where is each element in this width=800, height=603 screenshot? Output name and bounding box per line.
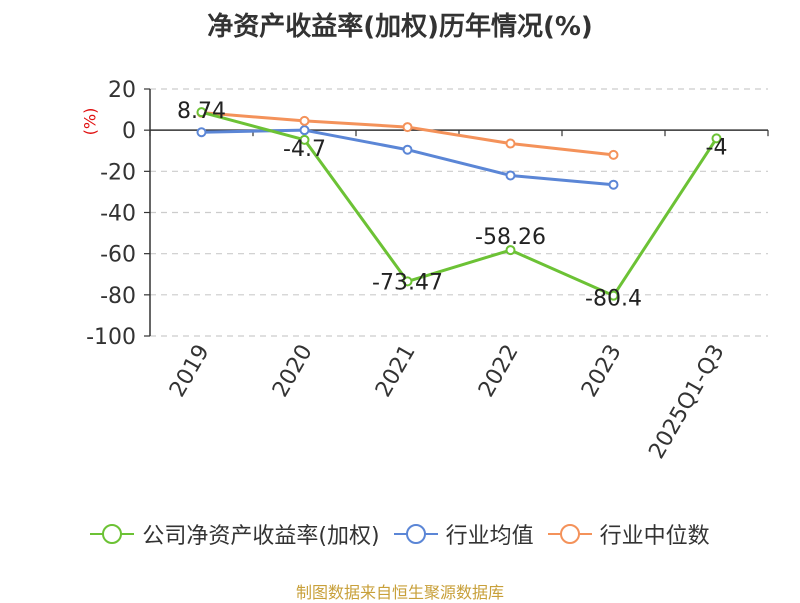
legend-marker-icon <box>547 522 592 546</box>
data-point <box>299 134 310 145</box>
data-point <box>505 170 516 181</box>
legend-label: 行业均值 <box>445 524 534 549</box>
data-point <box>299 125 310 136</box>
x-tick-label: 2020 <box>268 341 318 402</box>
legend-marker-icon <box>90 522 135 546</box>
legend-dot <box>102 524 123 544</box>
legend-marker-icon <box>393 522 438 546</box>
data-point <box>608 149 619 160</box>
chart-title: 净资产收益率(加权)历年情况(%) <box>207 12 593 42</box>
data-label: 8.74 <box>177 99 226 124</box>
x-tick-label: 2025Q1-Q3 <box>644 341 729 464</box>
legend: 公司净资产收益率(加权) 行业均值 行业中位数 <box>0 518 800 550</box>
x-tick-label: 2022 <box>474 341 524 402</box>
data-point <box>608 290 619 301</box>
legend-dot <box>559 524 580 544</box>
x-tick-label: 2021 <box>371 341 421 402</box>
data-point <box>402 144 413 155</box>
data-point <box>608 179 619 190</box>
data-label: -4.7 <box>283 137 326 162</box>
legend-dot <box>405 524 426 544</box>
legend-label: 公司净资产收益率(加权) <box>142 524 380 549</box>
data-label: -4 <box>706 135 728 160</box>
data-point <box>196 107 207 118</box>
legend-item-company[interactable]: 公司净资产收益率(加权) <box>90 518 380 550</box>
y-tick-label: 20 <box>108 78 136 103</box>
data-source-note: 制图数据来自恒生聚源数据库 <box>295 583 504 602</box>
y-tick-label: -20 <box>100 160 136 185</box>
series-layer <box>196 107 722 301</box>
y-tick-label: -100 <box>86 325 136 350</box>
data-point <box>299 115 310 126</box>
series-line <box>201 110 718 298</box>
data-point <box>196 127 207 138</box>
y-tick-label: -80 <box>100 284 136 309</box>
data-label: -73.47 <box>372 270 443 295</box>
x-tick-label: 2023 <box>577 341 627 402</box>
grid-layer <box>150 88 768 337</box>
data-point <box>505 138 516 149</box>
y-tick-label: -60 <box>100 243 136 268</box>
y-tick-label: -40 <box>100 202 136 227</box>
label-layer: 8.74 -4.7 -73.47 -58.26 -80.4 -4 <box>177 99 727 311</box>
data-label: -80.4 <box>585 287 642 312</box>
series-line <box>201 128 614 187</box>
legend-item-industry-mean[interactable]: 行业均值 <box>393 518 534 550</box>
data-point <box>402 276 413 287</box>
x-tick-label: 2019 <box>165 341 215 402</box>
legend-item-industry-median[interactable]: 行业中位数 <box>547 518 710 550</box>
data-point <box>505 245 516 256</box>
data-point <box>711 133 722 144</box>
legend-label: 行业中位数 <box>599 524 710 549</box>
data-point <box>402 122 413 133</box>
y-tick-label: 0 <box>122 119 136 144</box>
data-label: -58.26 <box>475 225 546 250</box>
